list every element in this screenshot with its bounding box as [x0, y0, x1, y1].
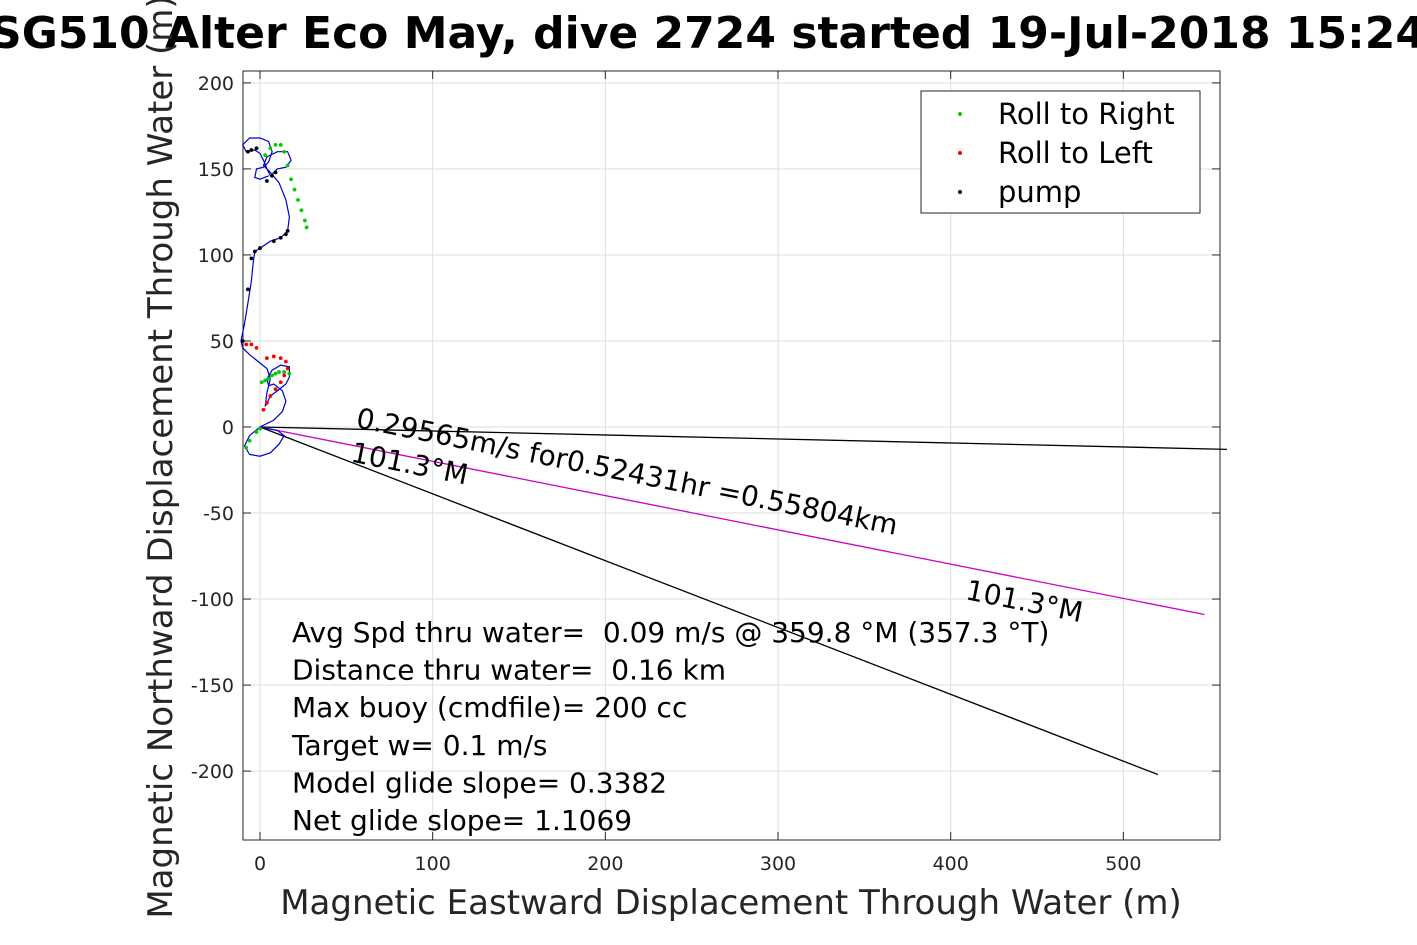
y-tick-label: 50 [210, 331, 234, 353]
pump-point [265, 179, 269, 183]
roll-right-point [244, 445, 249, 450]
roll-right-point [270, 373, 274, 378]
guide-line-avg [259, 426, 1227, 451]
roll-right-point [296, 197, 300, 202]
roll-right-point [289, 177, 293, 182]
pump-point [284, 232, 288, 237]
roll-right-point [302, 218, 307, 223]
stat-line: Avg Spd thru water= 0.09 m/s @ 359.8 °M … [292, 616, 1049, 649]
y-tick-label: -100 [191, 589, 234, 611]
roll-left-point [278, 356, 283, 361]
roll-right-point [258, 426, 262, 431]
pump-point [240, 339, 245, 343]
track-line [240, 137, 292, 457]
x-tick-label: 500 [1105, 853, 1141, 875]
guide-line-heading [259, 426, 1159, 776]
roll-right-point [263, 153, 268, 158]
y-tick-label: -150 [191, 675, 234, 697]
roll-right-point [268, 146, 273, 151]
roll-left-point [285, 366, 290, 371]
pump-point [254, 146, 259, 151]
x-tick-label: 300 [760, 853, 796, 875]
roll-right-point [282, 370, 287, 374]
stat-line: Model glide slope= 0.3382 [292, 766, 667, 799]
legend: Roll to Right Roll to Left pump [920, 90, 1201, 214]
legend-label: Roll to Right [998, 97, 1175, 131]
annotations: 0.29565m/s for0.52431hr =0.55804km101.3°… [348, 402, 1085, 630]
legend-box [920, 90, 1201, 214]
roll-right-point [263, 378, 268, 383]
x-tick-label: 200 [587, 853, 623, 875]
stat-line: Target w= 0.1 m/s [291, 729, 548, 762]
roll-right-point [259, 380, 264, 385]
x-tick-label: 0 [254, 853, 266, 875]
stat-line: Net glide slope= 1.1069 [292, 804, 632, 837]
roll-right-point [247, 438, 252, 443]
roll-left-point [254, 345, 259, 350]
pump-point [285, 228, 290, 233]
pump-point [278, 235, 283, 240]
roll-right-point [299, 208, 304, 213]
pump-point [249, 148, 254, 152]
legend-marker [958, 112, 962, 116]
roll-right-point [282, 149, 287, 154]
pump-point [270, 173, 274, 178]
roll-right-point [292, 187, 297, 192]
roll-right-point [287, 371, 292, 376]
roll-left-point [244, 342, 249, 347]
y-tick-label: 150 [198, 159, 234, 181]
x-tick-label: 100 [415, 853, 451, 875]
legend-label: Roll to Left [998, 136, 1153, 170]
roll-left-point [282, 373, 287, 378]
x-axis-label: Magnetic Eastward Displacement Through W… [280, 883, 1182, 923]
plot-area [242, 70, 1221, 841]
axis-ticks: 0 100 200 300 400 500200150100500-50-100-150-… [191, 71, 1220, 875]
roll-left-point [265, 401, 269, 405]
y-tick-label: 100 [198, 245, 234, 267]
guide-line-current [259, 426, 1205, 616]
chart-title: SG510 Alter Eco May, dive 2724 started 1… [0, 8, 1417, 59]
roll-left-point [273, 387, 278, 392]
stats-block: Avg Spd thru water= 0.09 m/s @ 359.8 °M … [291, 616, 1049, 837]
roll-right-point [304, 225, 309, 230]
pump-point [246, 287, 250, 292]
y-tick-label: -50 [203, 503, 234, 525]
roll-right-point [254, 430, 259, 435]
roll-left-point [284, 359, 288, 364]
roll-right-point [273, 142, 278, 147]
roll-right-point [266, 376, 271, 381]
pump-point [258, 246, 262, 250]
legend-marker [958, 190, 962, 194]
roll-right-point [285, 163, 290, 168]
legend-label: pump [998, 175, 1081, 209]
roll-left-point [265, 356, 269, 361]
track [240, 137, 292, 457]
roll-right-point [273, 371, 278, 376]
y-axis-label: Magnetic Northward Displacement Through … [141, 0, 181, 919]
legend-marker [958, 151, 962, 155]
y-tick-label: -200 [191, 761, 234, 783]
roll-left-point [249, 342, 254, 347]
roll-left-point [268, 394, 273, 398]
y-tick-label: 200 [198, 73, 234, 95]
roll-right-point [277, 370, 281, 374]
pump-point [252, 249, 257, 254]
points [240, 142, 309, 450]
y-tick-label: 0 [222, 417, 234, 439]
roll-left-point [261, 407, 266, 412]
pump-point [246, 149, 250, 154]
pump-point [273, 170, 278, 175]
stat-line: Distance thru water= 0.16 km [292, 654, 726, 687]
pump-point [249, 256, 254, 261]
x-tick-label: 400 [933, 853, 969, 875]
roll-left-point [271, 354, 276, 359]
stat-line: Max buoy (cmdfile)= 200 cc [292, 691, 687, 724]
roll-left-point [278, 380, 283, 385]
guide-lines [259, 426, 1227, 776]
pump-point [271, 239, 276, 244]
roll-right-point [278, 142, 283, 147]
